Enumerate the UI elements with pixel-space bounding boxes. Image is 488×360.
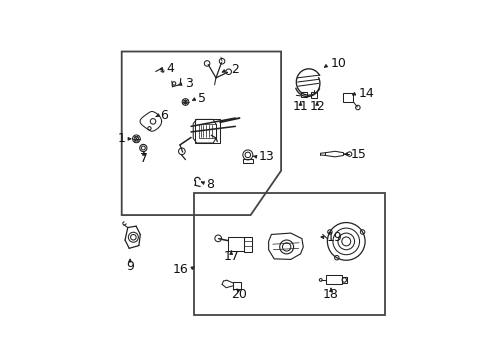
Bar <box>341 276 346 283</box>
Bar <box>300 92 306 97</box>
Text: 20: 20 <box>231 288 247 301</box>
Text: 2: 2 <box>231 63 239 76</box>
Text: 15: 15 <box>350 148 366 161</box>
Bar <box>195 120 220 143</box>
Bar <box>342 93 353 102</box>
Text: 10: 10 <box>330 58 346 71</box>
Bar <box>325 275 341 284</box>
Text: 16: 16 <box>172 262 188 276</box>
Text: 13: 13 <box>259 150 274 163</box>
Bar <box>310 92 317 98</box>
Text: 12: 12 <box>308 100 325 113</box>
Text: 8: 8 <box>206 178 214 191</box>
Text: 18: 18 <box>323 288 338 301</box>
Bar <box>193 193 384 315</box>
Bar <box>243 159 252 163</box>
Text: 6: 6 <box>160 109 168 122</box>
Text: 4: 4 <box>166 62 174 75</box>
Text: 5: 5 <box>198 92 205 105</box>
Text: 19: 19 <box>326 231 342 244</box>
Text: 14: 14 <box>358 87 374 100</box>
Text: 7: 7 <box>140 152 147 165</box>
Bar <box>228 237 243 251</box>
Text: 9: 9 <box>126 260 134 273</box>
Bar <box>199 125 216 138</box>
Text: 17: 17 <box>223 250 239 263</box>
Bar <box>233 282 241 288</box>
Text: 1: 1 <box>117 132 125 145</box>
Bar <box>243 237 251 252</box>
Text: 3: 3 <box>185 77 193 90</box>
Text: 11: 11 <box>292 100 308 113</box>
